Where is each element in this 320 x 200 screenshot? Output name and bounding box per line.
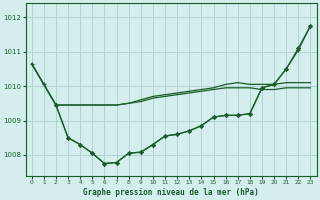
X-axis label: Graphe pression niveau de la mer (hPa): Graphe pression niveau de la mer (hPa) bbox=[83, 188, 259, 197]
